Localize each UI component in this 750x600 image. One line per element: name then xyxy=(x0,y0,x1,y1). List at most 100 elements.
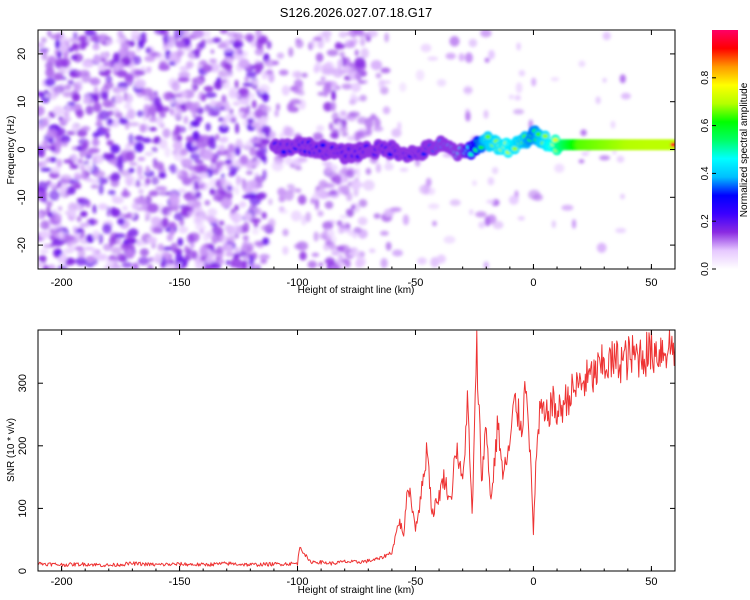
noise-blob xyxy=(98,233,104,245)
noise-blob xyxy=(357,130,365,138)
noise-blob xyxy=(135,179,141,188)
noise-blob xyxy=(301,72,308,78)
noise-blob xyxy=(58,116,63,121)
chart-title: S126.2026.027.07.18.G17 xyxy=(280,5,433,20)
noise-blob xyxy=(207,208,218,217)
noise-blob xyxy=(114,93,124,105)
noise-blob xyxy=(130,35,142,42)
noise-blob xyxy=(79,69,90,77)
noise-blob xyxy=(312,132,324,141)
noise-blob xyxy=(596,242,607,253)
noise-blob xyxy=(399,82,407,92)
noise-blob xyxy=(221,94,227,103)
noise-blob xyxy=(111,246,122,255)
noise-blob xyxy=(142,111,148,122)
noise-blob xyxy=(338,31,347,38)
noise-blob xyxy=(114,233,126,239)
noise-blob xyxy=(483,109,489,119)
noise-blob xyxy=(49,235,56,240)
noise-blob xyxy=(255,193,266,200)
noise-blob xyxy=(357,79,366,85)
noise-blob xyxy=(243,221,250,233)
noise-blob xyxy=(168,221,176,229)
noise-blob xyxy=(578,60,586,68)
noise-blob xyxy=(484,57,490,63)
noise-blob xyxy=(189,152,201,161)
noise-blob xyxy=(162,44,169,52)
noise-blob xyxy=(241,179,247,190)
noise-blob xyxy=(205,257,215,264)
noise-blob xyxy=(127,228,139,238)
noise-blob xyxy=(67,79,75,86)
noise-blob xyxy=(218,220,225,226)
noise-blob xyxy=(50,33,61,40)
noise-blob xyxy=(50,166,61,174)
noise-blob xyxy=(104,39,114,45)
noise-blob xyxy=(179,127,185,133)
colorbar-tick-label: 0.0 xyxy=(700,262,711,276)
noise-blob xyxy=(162,91,172,101)
noise-blob xyxy=(249,218,262,223)
noise-blob xyxy=(514,95,521,101)
noise-blob xyxy=(38,105,45,116)
noise-blob xyxy=(610,120,616,129)
noise-blob xyxy=(105,131,110,139)
noise-blob xyxy=(169,227,175,236)
noise-blob xyxy=(261,116,270,121)
noise-blob xyxy=(137,256,150,266)
noise-blob xyxy=(241,50,248,58)
noise-blob xyxy=(49,147,56,152)
noise-blob xyxy=(191,30,204,39)
noise-blob xyxy=(107,189,116,196)
noise-blob xyxy=(109,122,120,128)
noise-blob xyxy=(513,109,525,115)
noise-blob xyxy=(100,127,111,132)
noise-blob xyxy=(234,204,240,211)
noise-blob xyxy=(207,243,215,250)
noise-blob xyxy=(322,221,334,230)
noise-blob xyxy=(305,211,312,223)
noise-blob xyxy=(93,170,106,179)
noise-blob xyxy=(186,233,195,244)
noise-blob xyxy=(195,205,203,213)
noise-blob xyxy=(105,75,113,84)
noise-blob xyxy=(323,101,333,112)
noise-blob xyxy=(85,255,96,263)
noise-blob xyxy=(294,166,302,171)
snr-x-axis: -200 -150 -100 -50 0 50 xyxy=(37,330,676,588)
noise-blob xyxy=(463,85,473,96)
noise-blob xyxy=(112,208,121,218)
noise-blob xyxy=(348,251,358,257)
noise-blob xyxy=(551,220,556,229)
noise-blob xyxy=(295,39,304,49)
noise-blob xyxy=(350,82,362,93)
noise-blob xyxy=(357,31,368,38)
noise-blob xyxy=(132,262,139,269)
noise-blob xyxy=(370,113,376,119)
noise-blob xyxy=(234,247,240,254)
noise-blob xyxy=(192,130,200,140)
noise-blob xyxy=(175,257,188,268)
noise-blob xyxy=(156,104,164,113)
noise-blob xyxy=(229,165,238,175)
noise-blob xyxy=(209,58,217,64)
noise-blob xyxy=(202,64,213,73)
noise-blob xyxy=(161,217,169,228)
y-tick-label: -10 xyxy=(16,189,28,205)
noise-blob xyxy=(108,159,118,165)
noise-blob xyxy=(311,38,316,49)
noise-blob xyxy=(82,160,90,166)
noise-blob xyxy=(78,35,88,42)
noise-blob xyxy=(345,208,354,218)
spectrogram-y-axis: -20 -10 0 10 20 xyxy=(16,48,675,253)
noise-blob xyxy=(85,150,94,156)
noise-blob xyxy=(178,71,191,79)
y-tick-label: 0 xyxy=(16,146,28,152)
noise-blob xyxy=(290,210,302,222)
noise-blob xyxy=(176,134,183,142)
noise-blob xyxy=(181,177,192,186)
noise-blob xyxy=(170,163,177,174)
noise-blob xyxy=(81,40,87,50)
noise-blob xyxy=(190,120,200,128)
y-tick-label: 20 xyxy=(16,48,28,60)
